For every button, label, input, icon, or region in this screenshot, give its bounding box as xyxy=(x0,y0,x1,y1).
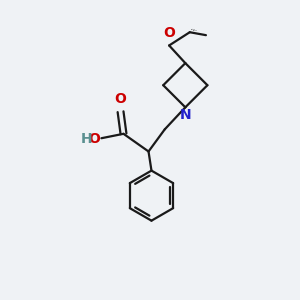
Text: H: H xyxy=(80,132,92,146)
Text: O: O xyxy=(88,132,100,146)
Text: N: N xyxy=(179,108,191,122)
Text: O: O xyxy=(163,26,175,40)
Text: O: O xyxy=(115,92,127,106)
Text: methyl: methyl xyxy=(191,28,196,30)
Text: methyl: methyl xyxy=(193,29,198,31)
